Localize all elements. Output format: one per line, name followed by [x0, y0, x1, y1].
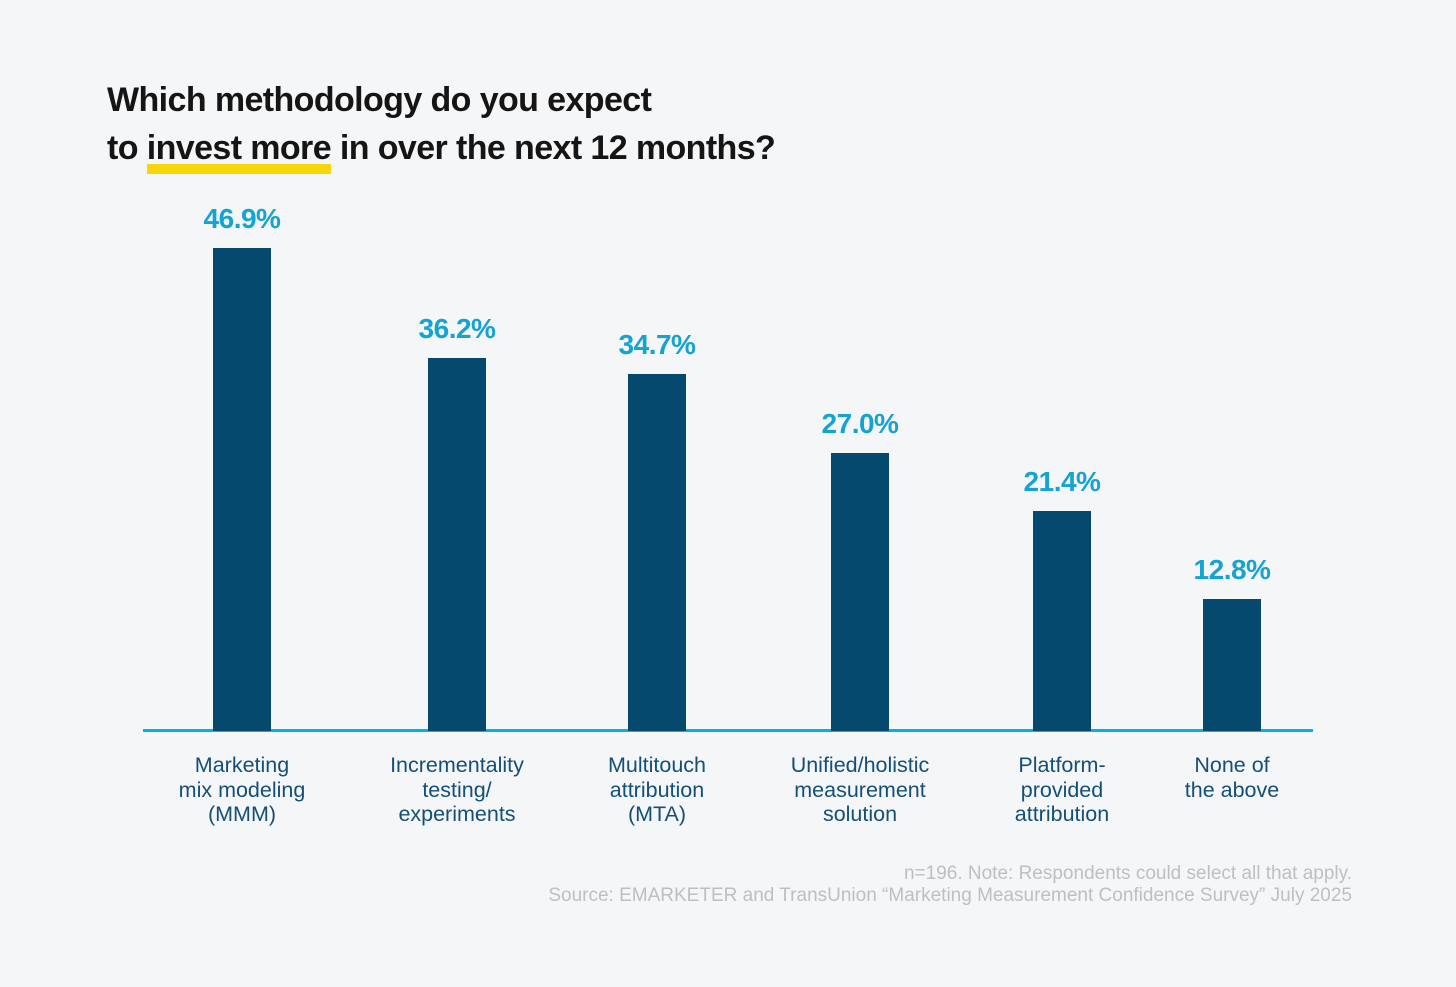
- chart-title: Which methodology do you expect to invest…: [107, 76, 776, 174]
- bar: [1033, 511, 1091, 731]
- footnote-source: Source: EMARKETER and TransUnion “Market…: [548, 884, 1352, 906]
- bar-category-label: Unified/holistic measurement solution: [790, 753, 930, 826]
- bar-value-label: 46.9%: [203, 203, 281, 234]
- bar-category-label: Incrementality testing/ experiments: [390, 753, 524, 826]
- bar-value-label: 12.8%: [1193, 554, 1271, 585]
- bar: [831, 453, 889, 731]
- bar-value-label: 34.7%: [618, 329, 696, 360]
- bar: [428, 358, 486, 731]
- bar-category-label: Platform- provided attribution: [1014, 753, 1110, 826]
- chart-footnote: n=196. Note: Respondents could select al…: [548, 863, 1352, 906]
- bar: [628, 374, 686, 731]
- x-axis-line: [143, 729, 1313, 732]
- bar-category-label: Multitouch attribution (MTA): [608, 753, 706, 826]
- bar-category-label: None of the above: [1184, 753, 1280, 802]
- bar: [213, 248, 271, 731]
- bar: [1203, 599, 1261, 731]
- title-line-2-post: in over the next 12 months?: [331, 129, 776, 167]
- bar-value-label: 21.4%: [1023, 466, 1101, 497]
- title-line-1: Which methodology do you expect: [107, 81, 652, 119]
- title-highlighted-phrase: invest more: [146, 129, 332, 174]
- bar-value-label: 36.2%: [418, 313, 496, 344]
- bar-category-label: Marketing mix modeling (MMM): [178, 753, 306, 826]
- bar-value-label: 27.0%: [821, 408, 899, 439]
- footnote-note: n=196. Note: Respondents could select al…: [903, 863, 1352, 884]
- title-line-2-pre: to: [107, 129, 147, 167]
